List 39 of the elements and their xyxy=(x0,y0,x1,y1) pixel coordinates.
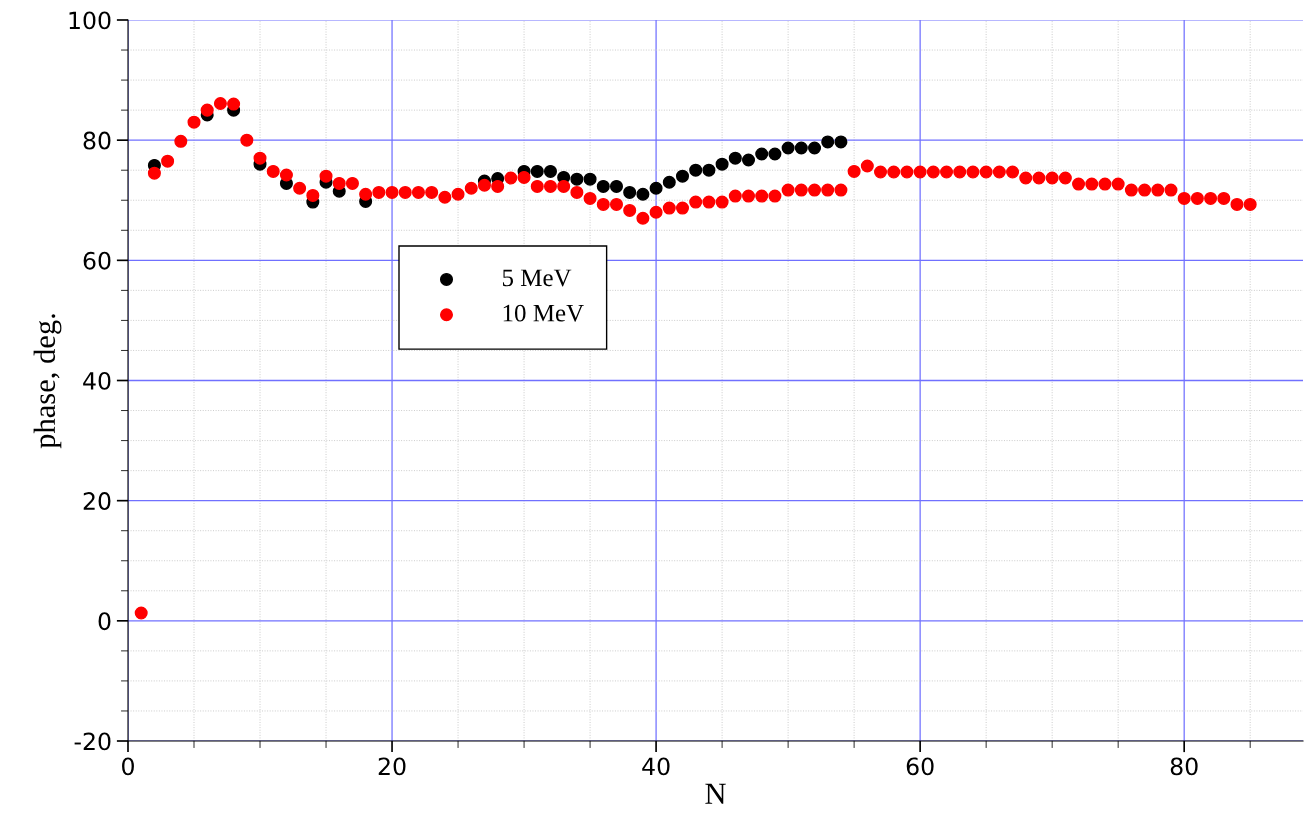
point xyxy=(728,151,742,165)
x-tick-label: 40 xyxy=(642,757,670,776)
point xyxy=(781,141,795,155)
point xyxy=(636,187,650,201)
point xyxy=(742,153,756,167)
point xyxy=(794,141,808,155)
y-tick-label: 60 xyxy=(83,251,111,270)
point xyxy=(834,135,848,149)
legend-label: 5 MeV xyxy=(502,269,572,287)
point xyxy=(675,169,689,183)
point xyxy=(768,147,782,161)
x-tick-label: 60 xyxy=(906,757,934,776)
point xyxy=(715,157,729,171)
point xyxy=(662,175,676,189)
point xyxy=(583,172,597,186)
point xyxy=(596,179,610,193)
point xyxy=(609,179,623,193)
point xyxy=(702,163,716,177)
point xyxy=(570,172,584,186)
point xyxy=(808,141,822,155)
point xyxy=(689,163,703,177)
y-axis-title: phase, deg. xyxy=(33,314,62,449)
point xyxy=(530,164,544,178)
point xyxy=(543,164,557,178)
y-tick-label: 0 xyxy=(98,612,111,631)
x-tick-label: 20 xyxy=(378,757,406,776)
y-tick-label: 40 xyxy=(83,371,111,390)
legend-label: 10 MeV xyxy=(503,304,584,322)
point xyxy=(623,185,637,199)
x-axis-title: N xyxy=(705,783,726,804)
point xyxy=(821,135,835,149)
y-tick-label: -20 xyxy=(74,732,111,751)
y-tick-label: 20 xyxy=(83,492,111,510)
point xyxy=(755,147,769,161)
point xyxy=(649,181,663,195)
x-tick-label: 80 xyxy=(1170,757,1198,776)
y-tick-label: 100 xyxy=(69,11,111,30)
x-tick-label: 0 xyxy=(122,757,134,776)
y-tick-label: 80 xyxy=(83,131,111,150)
